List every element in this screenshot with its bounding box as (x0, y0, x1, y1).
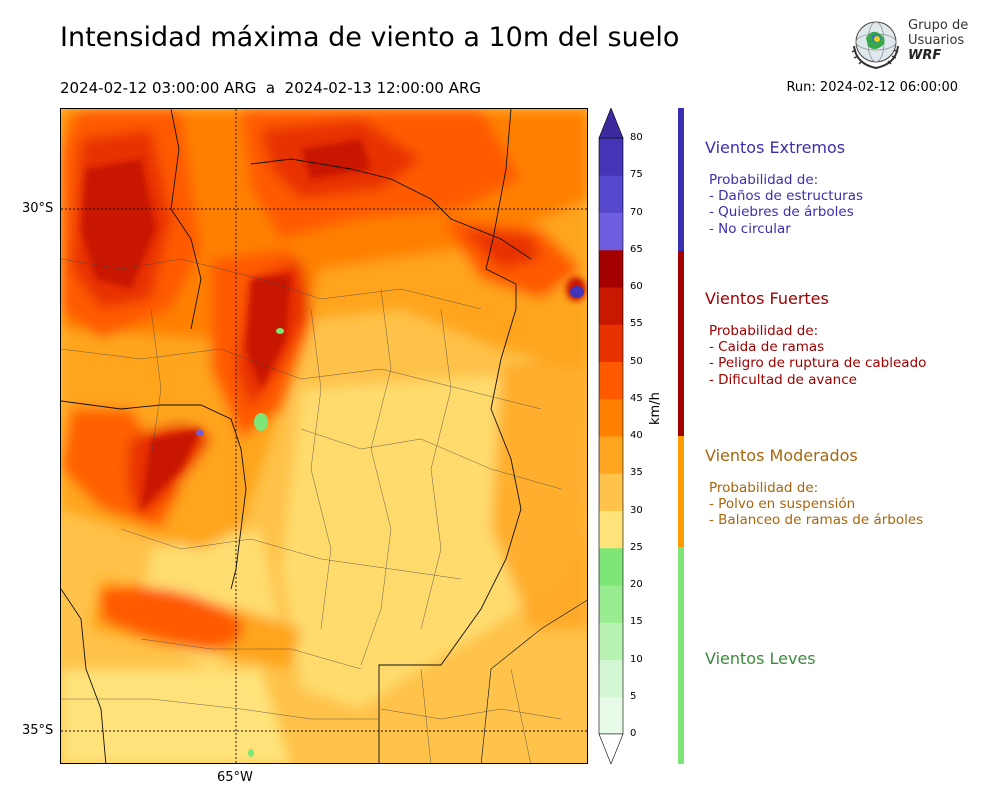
category-desc-line: Probabilidad de: (709, 323, 819, 339)
colorbar-step (599, 212, 623, 251)
category-bar-light (678, 547, 684, 764)
colorbar-step (599, 473, 623, 511)
logo-line-2: Usuarios (908, 33, 965, 48)
category-desc-moderate: Probabilidad de: - Polvo en suspensión -… (709, 480, 923, 529)
colorbar-step (599, 361, 623, 400)
logo-line-1: Grupo de (908, 18, 969, 33)
colorbar-tick-label: 70 (630, 206, 643, 218)
category-desc-line: - Caida de ramas (709, 339, 825, 356)
colorbar-step (599, 547, 623, 586)
colorbar-step (599, 622, 623, 660)
date-range: 2024-02-12 03:00:00 ARG a 2024-02-13 12:… (60, 79, 482, 97)
category-desc-extreme: Probabilidad de: - Daños de estructuras … (709, 172, 863, 237)
colorbar-tick-label: 25 (630, 541, 643, 553)
globe-icon (851, 21, 899, 70)
colorbar-tick-label: 60 (630, 281, 643, 292)
lat-label-30s: 30°S (22, 201, 54, 216)
category-desc-line: - Polvo en suspensión (709, 496, 856, 513)
colorbar-step (599, 585, 623, 623)
colorbar-tick-label: 75 (630, 169, 643, 181)
category-bar-moderate (678, 436, 684, 547)
colorbar (598, 108, 624, 764)
colorbar-tick-label: 15 (630, 616, 643, 628)
colorbar-tick-label: 35 (630, 467, 643, 479)
lat-label-35s: 35°S (22, 723, 54, 738)
wind-field (61, 109, 587, 763)
category-desc-line: - Quiebres de árboles (709, 204, 854, 221)
colorbar-tick-label: 50 (630, 355, 643, 367)
colorbar-step (599, 398, 623, 437)
colorbar-tick-label: 5 (630, 690, 637, 702)
colorbar-step (599, 249, 623, 288)
colorbar-tick-label: 0 (630, 728, 637, 739)
chart-title: Intensidad máxima de viento a 10m del su… (60, 22, 680, 53)
category-title-extreme: Vientos Extremos (705, 138, 846, 157)
category-title-strong: Vientos Fuertes (705, 289, 829, 308)
colorbar-step (599, 324, 623, 362)
colorbar-step (599, 436, 623, 474)
colorbar-units: km/h (648, 392, 663, 425)
category-desc-line: Probabilidad de: (709, 172, 819, 188)
category-desc-line: - Balanceo de ramas de árboles (709, 512, 924, 529)
colorbar-step (599, 696, 623, 735)
colorbar-tick-label: 10 (630, 653, 643, 665)
wrf-users-logo: Grupo de Usuarios WRF (848, 16, 972, 72)
category-title-light: Vientos Leves (705, 649, 816, 668)
colorbar-tick-label: 45 (630, 392, 643, 404)
category-title-moderate: Vientos Moderados (705, 446, 858, 465)
colorbar-step (599, 659, 623, 698)
colorbar-min-extension (598, 733, 624, 764)
colorbar-step (599, 510, 623, 549)
colorbar-tick-label: 55 (630, 318, 643, 330)
category-desc-line: - Dificultad de avance (709, 371, 857, 388)
colorbar-step (599, 175, 623, 213)
colorbar-tick-label: 20 (630, 579, 643, 590)
colorbar-tick-label: 65 (630, 243, 643, 255)
colorbar-tick-label: 30 (630, 504, 643, 516)
category-desc-strong: Probabilidad de: - Caida de ramas - Peli… (709, 323, 926, 388)
run-label: Run: 2024-02-12 06:00:00 (786, 80, 958, 95)
category-bar-extreme (678, 108, 684, 251)
lon-label-65w: 65°W (217, 770, 253, 785)
category-desc-line: Probabilidad de: (709, 480, 819, 496)
category-desc-line: - Daños de estructuras (709, 188, 864, 205)
wind-map (60, 108, 588, 764)
category-bar-strong (678, 251, 684, 436)
colorbar-tick-label: 40 (630, 430, 643, 441)
colorbar-max-extension (598, 108, 624, 139)
category-desc-line: - No circular (709, 220, 791, 237)
colorbar-step (599, 287, 623, 325)
colorbar-step (599, 138, 623, 176)
colorbar-tick-label: 80 (630, 132, 643, 143)
logo-line-3: WRF (908, 48, 942, 63)
category-desc-line: - Peligro de ruptura de cableado (709, 355, 927, 372)
